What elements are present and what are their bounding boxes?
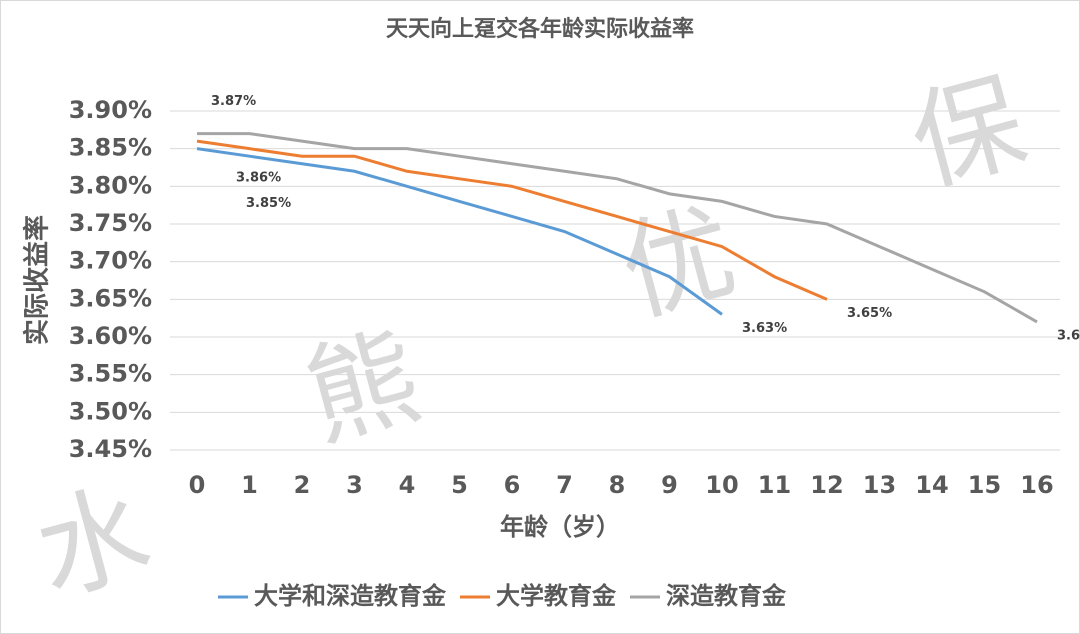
series-line [196,139,828,301]
x-tick-label: 9 [661,471,678,499]
x-tick-label: 5 [451,471,468,499]
y-tick-label: 3.90% [69,96,152,124]
x-tick-label: 6 [504,471,521,499]
series-line [196,147,723,316]
x-tick-label: 12 [810,471,843,499]
data-label: 3.85% [246,196,291,211]
y-tick-label: 3.45% [69,435,152,463]
legend-label: 大学教育金 [496,582,617,610]
x-tick-label: 16 [1020,471,1053,499]
y-axis-label: 实际收益率 [22,215,53,345]
y-tick-label: 3.70% [69,247,152,275]
x-axis-label: 年龄（岁） [500,513,620,541]
y-tick-label: 3.55% [69,360,152,388]
legend-label: 大学和深造教育金 [254,582,447,610]
x-tick-label: 0 [189,471,206,499]
x-tick-label: 14 [915,471,948,499]
data-label: 3.63% [742,321,787,336]
data-label: 3.65% [847,306,892,321]
x-tick-label: 1 [241,471,258,499]
x-tick-label: 4 [399,471,416,499]
x-tick-label: 13 [863,471,896,499]
x-tick-label: 11 [758,471,791,499]
x-tick-label: 2 [294,471,311,499]
y-tick-label: 3.80% [69,171,152,199]
y-tick-label: 3.75% [69,209,152,237]
chart-title: 天天向上趸交各年龄实际收益率 [386,16,694,42]
data-label: 3.87% [211,94,256,109]
x-tick-label: 8 [609,471,626,499]
y-tick-label: 3.85% [69,134,152,162]
x-tick-label: 3 [346,471,363,499]
data-label: 3.86% [236,171,281,186]
x-tick-label: 10 [705,471,738,499]
legend-label: 深造教育金 [666,582,787,610]
x-tick-label: 15 [968,471,1001,499]
y-tick-label: 3.50% [69,397,152,425]
series-line [197,132,1038,324]
y-tick-label: 3.65% [69,284,152,312]
x-tick-label: 7 [556,471,573,499]
data-label: 3.62% [1057,328,1080,343]
y-tick-label: 3.60% [69,322,152,350]
